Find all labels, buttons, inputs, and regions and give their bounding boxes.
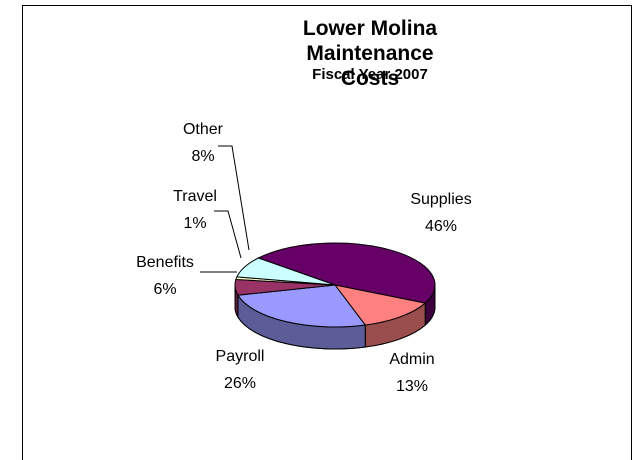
category-label: Supplies: [410, 191, 471, 208]
chart-title: Lower Molina Maintenance Costs: [302, 17, 438, 90]
value-label: 6%: [153, 281, 176, 298]
leader-line: [214, 210, 242, 259]
value-label: 46%: [425, 218, 457, 235]
slice: [237, 284, 367, 328]
slice: [257, 242, 436, 304]
value-label: 8%: [191, 148, 214, 165]
chart-frame: [22, 5, 632, 460]
category-label: Benefits: [136, 254, 194, 271]
category-label: Travel: [173, 188, 217, 205]
slice: [333, 284, 427, 326]
category-label: Payroll: [216, 348, 265, 365]
value-label: 13%: [396, 378, 428, 395]
category-label: Admin: [389, 351, 434, 368]
value-label: 1%: [183, 215, 206, 232]
value-label: 26%: [224, 375, 256, 392]
slice: [236, 257, 336, 286]
category-label: Other: [183, 121, 224, 138]
leader-line: [218, 145, 250, 251]
chart-subtitle: Fiscal Year 2007: [312, 66, 428, 83]
